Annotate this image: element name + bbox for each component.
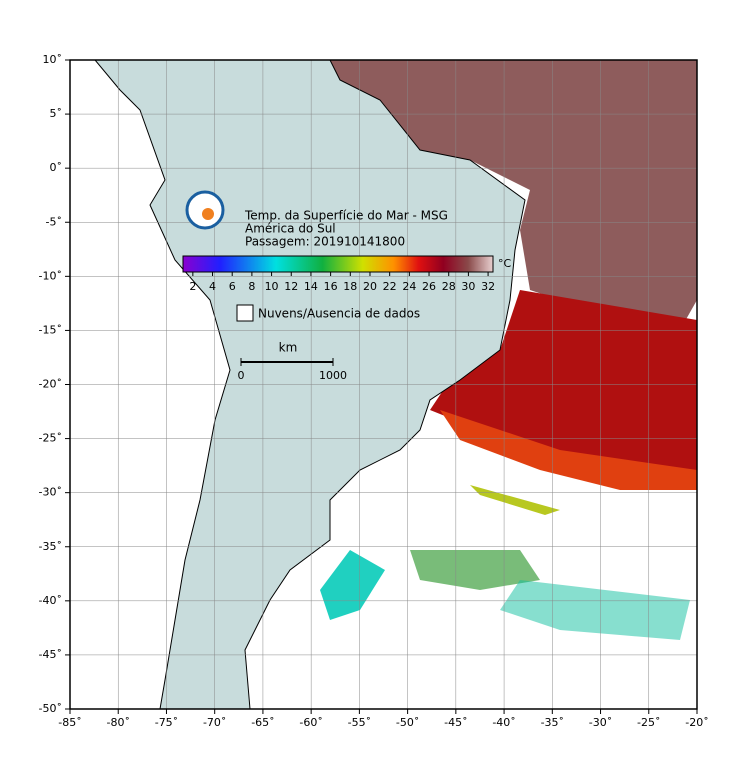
y-tick-label: -50˚ <box>39 702 62 715</box>
colorbar-label: 12 <box>284 280 298 293</box>
legend-label: Nuvens/Ausencia de dados <box>258 307 420 321</box>
colorbar-label: 32 <box>481 280 495 293</box>
x-tick-label: -45˚ <box>444 716 467 729</box>
colorbar-label: 14 <box>304 280 318 293</box>
colorbar-label: 26 <box>422 280 436 293</box>
y-tick-label: -10˚ <box>39 269 62 282</box>
y-tick-label: -15˚ <box>39 323 62 336</box>
x-tick-label: -25˚ <box>637 716 660 729</box>
colorbar-label: 8 <box>248 280 255 293</box>
colorbar-label: 24 <box>402 280 416 293</box>
x-tick-label: -50˚ <box>396 716 419 729</box>
x-tick-label: -30˚ <box>589 716 612 729</box>
x-tick-label: -60˚ <box>299 716 322 729</box>
x-tick-label: -35˚ <box>541 716 564 729</box>
colorbar-label: 10 <box>265 280 279 293</box>
colorbar-label: 2 <box>189 280 196 293</box>
y-tick-label: -5˚ <box>46 215 62 228</box>
colorbar-label: 28 <box>442 280 456 293</box>
y-tick-label: -25˚ <box>39 432 62 445</box>
scale-label: 0 <box>238 369 245 382</box>
colorbar-label: 4 <box>209 280 216 293</box>
x-tick-label: -20˚ <box>685 716 708 729</box>
y-tick-label: -45˚ <box>39 648 62 661</box>
logo <box>185 190 225 230</box>
title-line: Temp. da Superfície do Mar - MSG <box>244 209 448 223</box>
colorbar <box>182 255 494 273</box>
x-tick-label: -80˚ <box>106 716 129 729</box>
y-tick-label: -40˚ <box>39 594 62 607</box>
colorbar-label: 6 <box>229 280 236 293</box>
y-tick-label: -35˚ <box>39 540 62 553</box>
x-tick-label: -40˚ <box>492 716 515 729</box>
colorbar-unit: °C <box>498 257 512 270</box>
y-tick-label: 10˚ <box>43 53 63 66</box>
sst-field <box>320 60 697 640</box>
legend-swatch <box>236 304 254 322</box>
x-tick-label: -75˚ <box>155 716 178 729</box>
x-tick-label: -70˚ <box>203 716 226 729</box>
colorbar-label: 22 <box>383 280 397 293</box>
scale-unit: km <box>279 341 298 355</box>
title-line: Passagem: 201910141800 <box>245 235 405 249</box>
colorbar-label: 18 <box>343 280 357 293</box>
y-tick-label: -30˚ <box>39 486 62 499</box>
title-line: América do Sul <box>245 222 336 236</box>
colorbar-label: 16 <box>324 280 338 293</box>
y-tick-label: -20˚ <box>39 378 62 391</box>
x-tick-label: -85˚ <box>58 716 81 729</box>
scale-label: 1000 <box>319 369 347 382</box>
x-tick-label: -55˚ <box>348 716 371 729</box>
y-tick-label: 0˚ <box>50 161 63 174</box>
x-tick-label: -65˚ <box>251 716 274 729</box>
colorbar-label: 30 <box>461 280 475 293</box>
y-tick-label: 5˚ <box>50 107 63 120</box>
colorbar-label: 20 <box>363 280 377 293</box>
